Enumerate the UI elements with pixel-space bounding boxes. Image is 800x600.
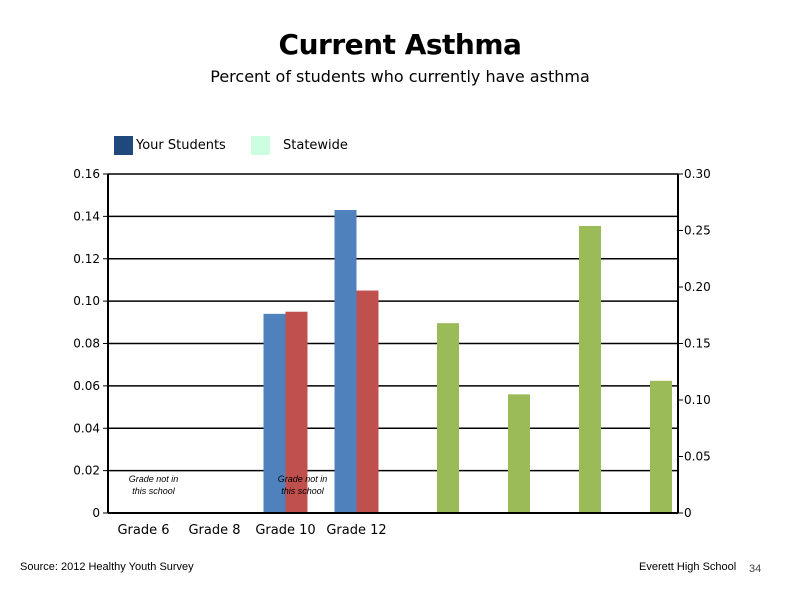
bar-2-0 [263,313,286,513]
legend-label-your-students: Your Students [136,138,226,153]
left-tick-label: 0.06 [73,379,100,393]
source-note: Source: 2012 Healthy Youth Survey [20,561,194,573]
axes [103,173,683,514]
left-tick-label: 0.02 [73,464,100,478]
annotation-not-in-school: Grade not in [129,474,179,484]
green-bar-1 [508,394,530,513]
category-label: Grade 10 [255,523,315,538]
left-tick-label: 0.10 [73,294,100,308]
left-tick-label: 0.12 [73,252,100,266]
left-tick-label: 0 [92,506,100,520]
chart-title: Current Asthma [278,28,522,61]
category-label: Grade 12 [326,523,386,538]
annotation-not-in-school: this school [132,486,176,496]
legend-label-statewide: Statewide [283,138,348,153]
page-number: 34 [749,563,762,575]
green-bar-0 [437,323,459,513]
category-label: Grade 8 [188,523,240,538]
chart-subtitle: Percent of students who currently have a… [210,67,590,86]
left-tick-label: 0.08 [73,337,100,351]
legend-swatch-your-students [114,136,133,155]
right-tick-label: 0.30 [684,167,711,181]
left-tick-label: 0.14 [73,209,100,223]
annotation-not-in-school: Grade not in [278,474,328,484]
legend-swatch-statewide [251,136,270,155]
right-tick-label: 0.25 [684,224,711,238]
right-tick-label: 0.15 [684,337,711,351]
right-tick-label: 0.05 [684,450,711,464]
left-tick-label: 0.16 [73,167,100,181]
bar-3-0 [334,210,357,514]
annotation-not-in-school: this school [281,486,325,496]
bar-2-1 [285,311,308,513]
right-tick-label: 0.20 [684,280,711,294]
right-tick-label: 0 [684,506,692,520]
green-bar-3 [650,380,672,513]
school-name: Everett High School [639,561,737,573]
axis-labels: 0 0.02 0.04 0.06 0.08 0.10 0.12 0.14 0.16 0 0.05 0.… [73,167,710,538]
green-bar-2 [579,225,601,514]
left-tick-label: 0.04 [73,421,100,435]
bars [263,210,672,514]
bar-3-1 [356,290,379,513]
category-label: Grade 6 [117,523,169,538]
right-tick-label: 0.10 [684,393,711,407]
